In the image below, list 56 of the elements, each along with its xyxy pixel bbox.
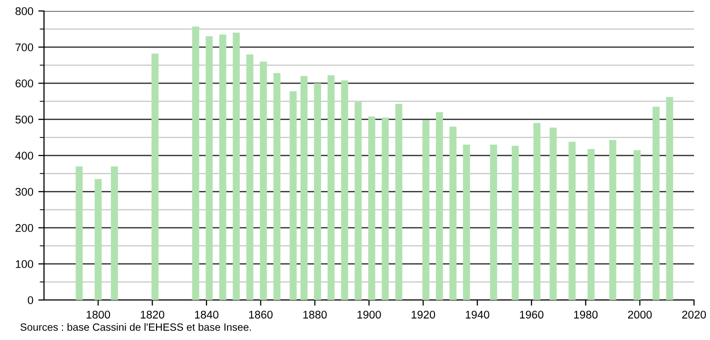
- bar: [260, 62, 267, 300]
- y-tick-label: 700: [16, 43, 34, 52]
- bar: [462, 144, 470, 300]
- y-tick-label: 400: [15, 152, 34, 160]
- bar: [76, 166, 83, 300]
- bar: [533, 122, 540, 300]
- bar: [436, 112, 443, 300]
- bar: [395, 104, 402, 300]
- y-tick-label: 0: [28, 296, 34, 304]
- x-tick-label: 1840: [194, 310, 218, 319]
- bar: [232, 32, 240, 300]
- x-tick-label: 1800: [86, 310, 110, 319]
- bar: [666, 96, 674, 300]
- bar: [550, 128, 557, 300]
- bar: [328, 75, 335, 300]
- bar: [652, 106, 660, 300]
- bar: [110, 166, 118, 300]
- bar: [219, 34, 226, 300]
- y-tick-label: 300: [15, 188, 34, 196]
- y-tick-label: 800: [16, 7, 34, 16]
- x-tick-label: 1820: [140, 310, 164, 319]
- bar: [422, 120, 430, 300]
- bar: [634, 150, 641, 300]
- bar: [368, 116, 376, 300]
- bar: [568, 142, 576, 300]
- x-tick-label: 1900: [357, 310, 381, 319]
- x-tick-label: 1980: [574, 310, 598, 319]
- y-tick-label: 200: [16, 224, 34, 232]
- bar: [300, 76, 308, 300]
- bar: [512, 146, 519, 300]
- x-tick-label: 1880: [303, 310, 327, 319]
- x-tick-label: 2020: [682, 310, 706, 319]
- bar: [192, 26, 200, 300]
- bar: [290, 91, 297, 300]
- bar: [354, 102, 362, 300]
- bar: [152, 54, 159, 300]
- bar: [246, 54, 254, 300]
- bar: [588, 148, 595, 300]
- bar: [609, 140, 616, 300]
- x-tick-label: 1940: [466, 310, 490, 319]
- bar: [273, 73, 280, 300]
- bar: [449, 126, 456, 300]
- bar: [94, 178, 102, 300]
- x-tick-label: 1960: [520, 310, 544, 319]
- bar: [314, 83, 322, 300]
- x-tick-label: 1860: [249, 310, 273, 319]
- bar: [382, 118, 389, 300]
- bar: [490, 144, 498, 300]
- source-note: Sources : base Cassini de l'EHESS et base Insee.: [20, 323, 251, 331]
- y-tick-label: 600: [16, 80, 34, 88]
- y-tick-label: 100: [16, 260, 34, 268]
- x-tick-label: 2000: [628, 310, 652, 319]
- bar: [341, 80, 348, 300]
- x-tick-label: 1920: [412, 310, 436, 319]
- y-tick-label: 500: [15, 116, 34, 124]
- bar: [206, 36, 213, 300]
